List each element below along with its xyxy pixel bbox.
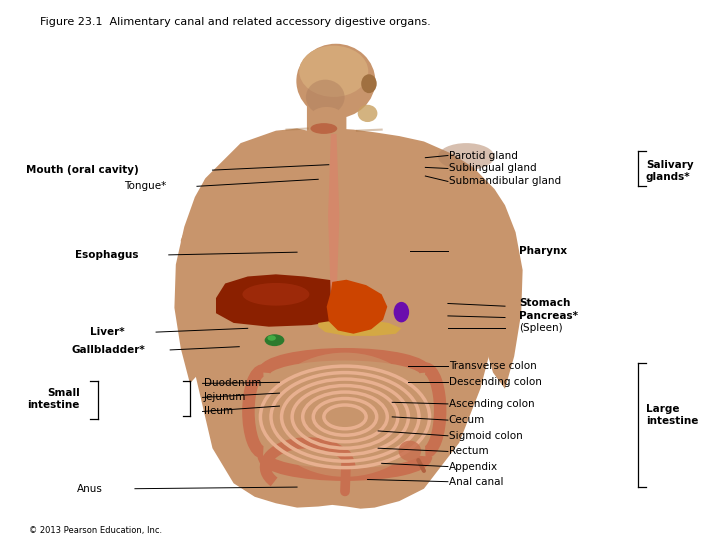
Ellipse shape xyxy=(243,283,310,306)
Text: Tongue*: Tongue* xyxy=(125,181,166,191)
Polygon shape xyxy=(327,280,387,334)
Ellipse shape xyxy=(394,302,409,322)
Polygon shape xyxy=(328,134,339,300)
Text: © 2013 Pearson Education, Inc.: © 2013 Pearson Education, Inc. xyxy=(30,525,162,535)
Text: Duodenum: Duodenum xyxy=(204,379,261,388)
Text: Pharynx: Pharynx xyxy=(519,246,567,256)
Ellipse shape xyxy=(358,105,377,122)
Polygon shape xyxy=(181,129,508,509)
Ellipse shape xyxy=(361,74,377,93)
Ellipse shape xyxy=(267,335,276,341)
Text: Sublingual gland: Sublingual gland xyxy=(449,164,536,173)
Text: Pancreas*: Pancreas* xyxy=(519,311,578,321)
Text: intestine: intestine xyxy=(646,416,698,426)
Text: Transverse colon: Transverse colon xyxy=(449,361,536,371)
Text: Ascending colon: Ascending colon xyxy=(449,399,534,409)
Text: Liver*: Liver* xyxy=(90,327,125,337)
Text: Mouth (oral cavity): Mouth (oral cavity) xyxy=(26,165,138,175)
Text: Descending colon: Descending colon xyxy=(449,377,541,387)
Text: Jejunum: Jejunum xyxy=(204,393,246,402)
Ellipse shape xyxy=(265,334,284,346)
Text: (Spleen): (Spleen) xyxy=(519,323,563,333)
Ellipse shape xyxy=(306,80,345,115)
Text: Sigmoid colon: Sigmoid colon xyxy=(449,431,523,441)
Polygon shape xyxy=(216,274,371,327)
Text: Stomach: Stomach xyxy=(519,299,570,308)
Ellipse shape xyxy=(438,143,495,170)
Text: Ileum: Ileum xyxy=(204,407,233,416)
Ellipse shape xyxy=(399,441,421,461)
Text: glands*: glands* xyxy=(646,172,690,181)
Ellipse shape xyxy=(265,353,426,477)
Text: Small: Small xyxy=(48,388,80,398)
Ellipse shape xyxy=(300,46,368,97)
Text: Submandibular gland: Submandibular gland xyxy=(449,177,561,186)
Text: Esophagus: Esophagus xyxy=(75,250,138,260)
Polygon shape xyxy=(174,178,221,383)
Ellipse shape xyxy=(297,44,375,118)
FancyBboxPatch shape xyxy=(307,95,346,136)
Text: intestine: intestine xyxy=(27,400,80,410)
Text: Appendix: Appendix xyxy=(449,462,498,471)
Text: Parotid gland: Parotid gland xyxy=(449,151,518,160)
Text: Anus: Anus xyxy=(77,484,103,494)
Text: Cecum: Cecum xyxy=(449,415,485,425)
Polygon shape xyxy=(477,189,523,389)
Text: Rectum: Rectum xyxy=(449,447,488,456)
Text: Salivary: Salivary xyxy=(646,160,693,170)
Text: Anal canal: Anal canal xyxy=(449,477,503,487)
Text: Large: Large xyxy=(646,404,680,414)
Ellipse shape xyxy=(310,123,337,134)
Text: Gallbladder*: Gallbladder* xyxy=(72,345,145,355)
Polygon shape xyxy=(318,320,401,336)
Ellipse shape xyxy=(310,107,343,129)
Text: Figure 23.1  Alimentary canal and related accessory digestive organs.: Figure 23.1 Alimentary canal and related… xyxy=(40,17,431,28)
